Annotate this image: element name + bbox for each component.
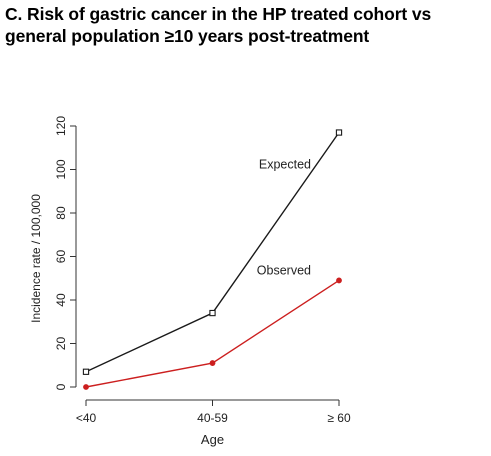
y-tick-label: 40 bbox=[54, 293, 68, 307]
y-tick-label: 80 bbox=[54, 206, 68, 220]
y-tick-label: 60 bbox=[54, 250, 68, 264]
observed-label: Observed bbox=[257, 263, 311, 277]
y-ticks: 0 20 40 60 80 100 120 bbox=[54, 116, 76, 390]
expected-point bbox=[335, 129, 343, 136]
x-tick-label: 40-59 bbox=[197, 411, 228, 425]
observed-point bbox=[336, 277, 342, 284]
x-tick-label: ≥ 60 bbox=[327, 411, 351, 425]
y-tick-label: 0 bbox=[54, 383, 68, 390]
y-tick-label: 20 bbox=[54, 337, 68, 351]
x-ticks: <40 40-59 ≥ 60 bbox=[76, 400, 351, 425]
expected-label: Expected bbox=[259, 158, 311, 172]
y-axis: 0 20 40 60 80 100 120 bbox=[54, 116, 77, 390]
y-tick-label: 120 bbox=[54, 116, 68, 136]
x-axis-label: Age bbox=[201, 432, 224, 447]
chart-title-line-2: general population ≥10 years post-treatm… bbox=[5, 26, 370, 46]
y-axis-label: Incidence rate / 100,000 bbox=[29, 194, 43, 323]
observed-point bbox=[83, 384, 89, 390]
observed-point bbox=[209, 360, 216, 366]
series-group: Expected Observed bbox=[82, 129, 343, 390]
chart-title-line-1: C. Risk of gastric cancer in the HP trea… bbox=[5, 4, 432, 24]
y-tick-label: 100 bbox=[54, 159, 68, 179]
chart-title: C. Risk of gastric cancer in the HP trea… bbox=[5, 3, 485, 47]
expected-point bbox=[209, 309, 216, 317]
x-tick-label: <40 bbox=[76, 411, 97, 425]
expected-point bbox=[82, 368, 90, 375]
observed-line bbox=[85, 279, 340, 388]
x-axis: <40 40-59 ≥ 60 bbox=[76, 399, 351, 425]
